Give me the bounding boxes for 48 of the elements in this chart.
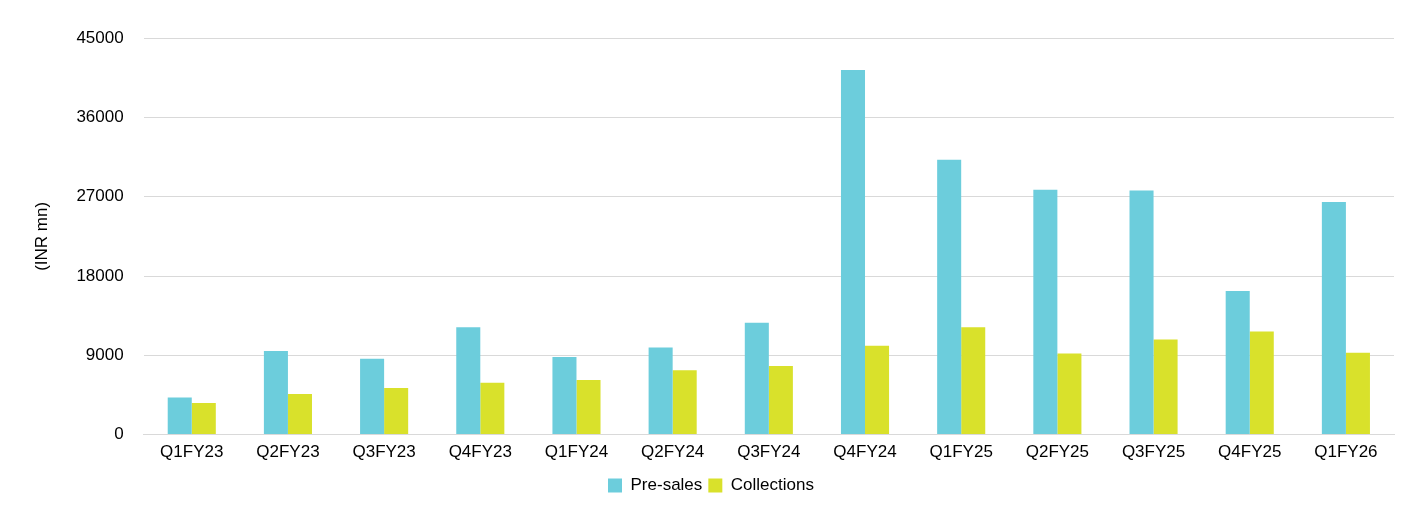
x-tick-label: Q2FY23	[256, 442, 320, 462]
x-tick-label: Q1FY24	[544, 442, 609, 462]
bar	[768, 365, 793, 435]
bar	[1249, 331, 1274, 435]
bar	[287, 394, 312, 435]
bar	[1057, 353, 1082, 435]
bar	[480, 382, 505, 435]
y-tick-label: 36000	[76, 107, 124, 127]
bar	[672, 370, 697, 435]
x-tick-label: Q1FY25	[929, 442, 993, 462]
bar	[865, 345, 890, 435]
y-tick-label: 9000	[85, 345, 124, 365]
x-tick-label: Q4FY24	[833, 442, 897, 462]
y-tick-label: 18000	[76, 265, 124, 285]
x-tick-label: Q3FY24	[737, 442, 801, 462]
bar	[840, 69, 866, 435]
bar	[1321, 202, 1346, 435]
bar	[937, 159, 962, 435]
x-tick-label: Q2FY25	[1025, 442, 1090, 462]
bar	[576, 379, 601, 435]
bar	[263, 350, 288, 435]
x-tick-label: Q3FY25	[1121, 442, 1186, 462]
x-tick-label: Q1FY26	[1314, 442, 1378, 462]
legend-label: Pre-sales	[630, 475, 703, 495]
bar	[1153, 339, 1178, 435]
bar	[167, 397, 192, 435]
bar	[360, 358, 385, 435]
x-tick-label: Q1FY23	[160, 442, 224, 462]
bar	[191, 402, 216, 435]
y-tick-label: 45000	[76, 27, 124, 47]
y-axis-title: (INR mn)	[31, 201, 51, 271]
bar	[648, 347, 673, 435]
bar	[1345, 352, 1370, 435]
bar	[456, 327, 481, 435]
bar	[384, 387, 409, 435]
bar	[552, 357, 577, 435]
x-tick-label: Q4FY23	[448, 442, 512, 462]
bar	[744, 322, 769, 435]
y-tick-label: 0	[114, 424, 124, 444]
y-tick-label: 27000	[76, 186, 124, 206]
bar	[1225, 291, 1250, 435]
x-tick-label: Q2FY24	[641, 442, 705, 462]
bar	[961, 327, 986, 435]
bar	[1129, 190, 1154, 435]
x-tick-label: Q3FY23	[352, 442, 416, 462]
x-tick-label: Q4FY25	[1218, 442, 1282, 462]
bar	[1033, 189, 1058, 435]
legend-label: Collections	[730, 475, 814, 495]
